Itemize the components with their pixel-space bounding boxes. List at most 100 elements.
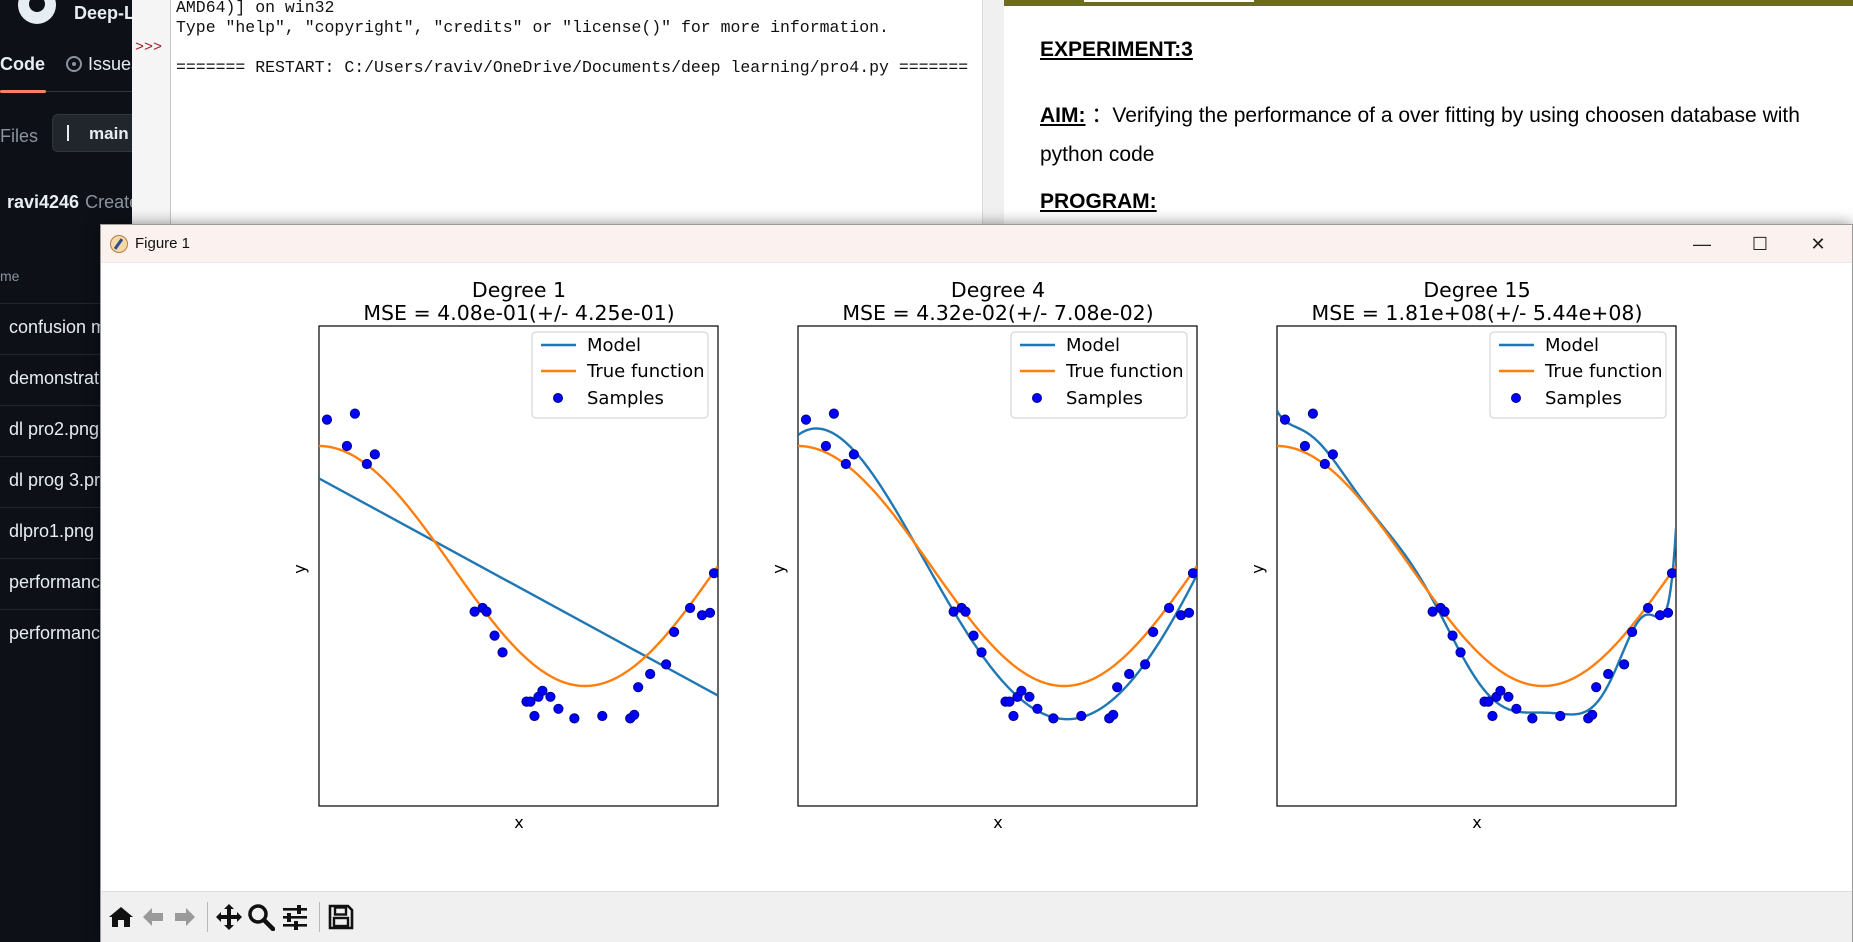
sample-point xyxy=(1455,647,1466,658)
sample-point xyxy=(1032,703,1043,714)
figure-titlebar[interactable]: Figure 1 — ☐ ✕ xyxy=(101,225,1852,263)
maximize-button[interactable]: ☐ xyxy=(1751,234,1769,254)
legend-samples-swatch xyxy=(1032,393,1042,403)
legend-samples-label: Samples xyxy=(587,388,664,409)
sample-point xyxy=(1163,602,1175,614)
legend-samples-label: Samples xyxy=(1066,388,1143,409)
sample-point xyxy=(960,606,971,617)
forward-icon[interactable] xyxy=(169,901,201,933)
shell-line xyxy=(176,38,968,58)
commit-message[interactable]: Create xyxy=(85,192,140,212)
series-group xyxy=(319,408,718,724)
series-group xyxy=(798,408,1197,724)
subplot-3: Degree 15 MSE = 1.81e+08(+/- 5.44e+08) x… xyxy=(1248,278,1677,832)
list-item[interactable]: confusion m xyxy=(0,303,140,354)
sample-point xyxy=(820,440,832,452)
sample-point xyxy=(669,626,680,638)
figure-window: Figure 1 — ☐ ✕ Degree 1 MSE = 4.08e-01(+… xyxy=(100,224,1853,942)
branch-icon xyxy=(67,125,81,141)
tab-code[interactable]: Code xyxy=(0,54,45,74)
sample-point xyxy=(537,685,548,696)
toolbar-separator xyxy=(319,902,320,932)
save-icon[interactable] xyxy=(325,901,357,933)
sample-point xyxy=(545,691,556,702)
sample-point xyxy=(1183,607,1195,618)
sample-point xyxy=(800,414,812,425)
figure-toolbar xyxy=(101,891,1852,942)
plot-canvas[interactable]: Degree 1 MSE = 4.08e-01(+/- 4.25e-01) x … xyxy=(101,263,1852,891)
sample-point xyxy=(1587,709,1598,720)
list-item[interactable]: dl prog 3.pr xyxy=(0,456,140,507)
subplot-2: Degree 4 MSE = 4.32e-02(+/- 7.08e-02) x … xyxy=(769,278,1198,832)
sample-point xyxy=(1076,710,1087,722)
close-button[interactable]: ✕ xyxy=(1810,234,1826,254)
document-header-strip xyxy=(1004,0,1853,6)
sample-point xyxy=(708,568,718,579)
pan-icon[interactable] xyxy=(213,901,245,933)
subplot-1: Degree 1 MSE = 4.08e-01(+/- 4.25e-01) x … xyxy=(290,278,719,832)
sample-point xyxy=(349,408,361,419)
sample-point xyxy=(1112,682,1123,693)
sample-point xyxy=(1666,568,1676,579)
aim-text: Verifying the performance of a over fitt… xyxy=(1040,104,1800,166)
minimize-button[interactable]: — xyxy=(1693,234,1711,254)
document-window: EXPERIMENT:3 AIM: ：Verifying the perform… xyxy=(1004,0,1853,226)
list-item[interactable]: dlpro1.png xyxy=(0,507,140,558)
files-label[interactable]: Files xyxy=(0,126,39,146)
sample-point xyxy=(1004,696,1015,707)
model-line xyxy=(319,477,718,697)
sample-point xyxy=(976,647,987,658)
back-icon[interactable] xyxy=(137,901,169,933)
sample-point xyxy=(1299,440,1311,452)
tab-issues[interactable]: Issues xyxy=(66,54,140,75)
sample-point xyxy=(553,703,564,714)
list-item[interactable]: demonstrat xyxy=(0,354,140,405)
shell-line: AMD64)] on win32 xyxy=(176,0,335,17)
sample-point xyxy=(1148,626,1159,638)
y-axis-label: y xyxy=(769,564,788,573)
legend-model-label: Model xyxy=(1545,335,1599,356)
file-list: confusion m demonstrat dl pro2.png dl pr… xyxy=(0,303,140,660)
sample-point xyxy=(1527,713,1538,724)
sample-point xyxy=(1008,710,1019,722)
legend-true-function-label: True function xyxy=(1065,361,1183,382)
shell-output[interactable]: AMD64)] on win32 Type "help", "copyright"… xyxy=(176,0,968,78)
legend-model-label: Model xyxy=(587,335,641,356)
shell-line: ======= RESTART: C:/Users/raviv/OneDrive… xyxy=(176,58,969,77)
sample-point xyxy=(848,449,859,460)
program-heading: PROGRAM: xyxy=(1040,190,1157,213)
sample-point xyxy=(1016,685,1027,696)
repo-name[interactable]: Deep-L xyxy=(74,3,136,23)
model-line xyxy=(798,427,1197,721)
sample-point xyxy=(840,458,851,470)
sample-point xyxy=(704,607,716,618)
commit-user[interactable]: ravi4246 xyxy=(7,192,80,212)
sample-point xyxy=(645,668,656,680)
github-logo-icon[interactable] xyxy=(18,0,56,24)
issue-icon xyxy=(66,56,82,72)
zoom-icon[interactable] xyxy=(245,901,277,933)
axes-subtitle: MSE = 1.81e+08(+/- 5.44e+08) xyxy=(1312,301,1643,325)
sample-point xyxy=(321,414,333,425)
list-item[interactable]: performance xyxy=(0,609,140,660)
aim-paragraph: AIM: ：Verifying the performance of a ove… xyxy=(1040,104,1800,166)
sample-point xyxy=(1495,685,1506,696)
configure-subplots-icon[interactable] xyxy=(279,901,311,933)
sample-point xyxy=(1642,602,1654,614)
sample-point xyxy=(1483,696,1494,707)
sample-point xyxy=(569,713,580,724)
axes-subtitle: MSE = 4.32e-02(+/- 7.08e-02) xyxy=(842,301,1153,325)
sample-point xyxy=(828,408,840,419)
sample-point xyxy=(629,709,640,720)
sample-point xyxy=(525,696,536,707)
sample-point xyxy=(529,710,540,722)
series-group xyxy=(1277,408,1676,724)
shell-scrollbar[interactable] xyxy=(982,0,1004,226)
latest-commit: ravi4246 Create xyxy=(7,192,139,213)
list-item[interactable]: dl pro2.png xyxy=(0,405,140,456)
name-column-header: me xyxy=(0,268,20,284)
sample-point xyxy=(497,647,508,658)
list-item[interactable]: performance xyxy=(0,558,140,609)
sample-point xyxy=(1503,691,1514,702)
home-icon[interactable] xyxy=(105,901,137,933)
